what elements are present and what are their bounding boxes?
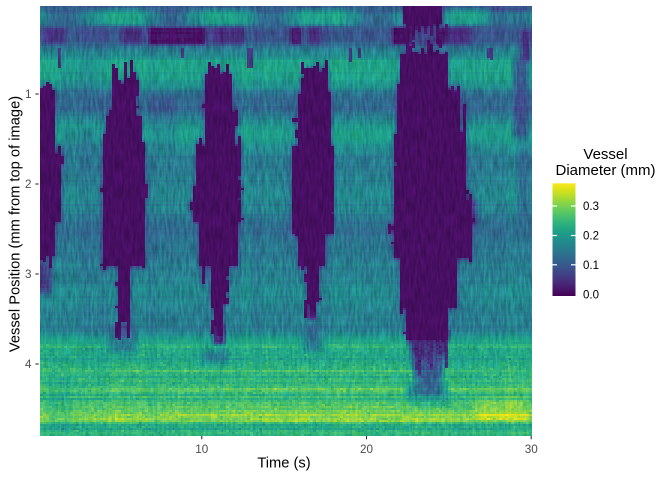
svg-text:1: 1 bbox=[25, 88, 32, 101]
svg-text:0.1: 0.1 bbox=[583, 260, 599, 272]
svg-text:Diameter (mm): Diameter (mm) bbox=[556, 162, 656, 179]
svg-text:2: 2 bbox=[25, 178, 32, 191]
svg-text:Vessel: Vessel bbox=[583, 146, 627, 163]
svg-text:0.0: 0.0 bbox=[583, 290, 599, 302]
svg-text:10: 10 bbox=[195, 443, 209, 456]
svg-text:4: 4 bbox=[25, 358, 32, 371]
svg-text:0.3: 0.3 bbox=[583, 201, 599, 213]
svg-text:Time (s): Time (s) bbox=[257, 456, 310, 472]
svg-text:0.2: 0.2 bbox=[583, 231, 599, 243]
svg-text:20: 20 bbox=[360, 443, 374, 456]
svg-text:30: 30 bbox=[525, 443, 539, 456]
svg-text:Vessel Position (mm from top o: Vessel Position (mm from top of image) bbox=[8, 96, 24, 352]
svg-text:3: 3 bbox=[25, 268, 32, 281]
